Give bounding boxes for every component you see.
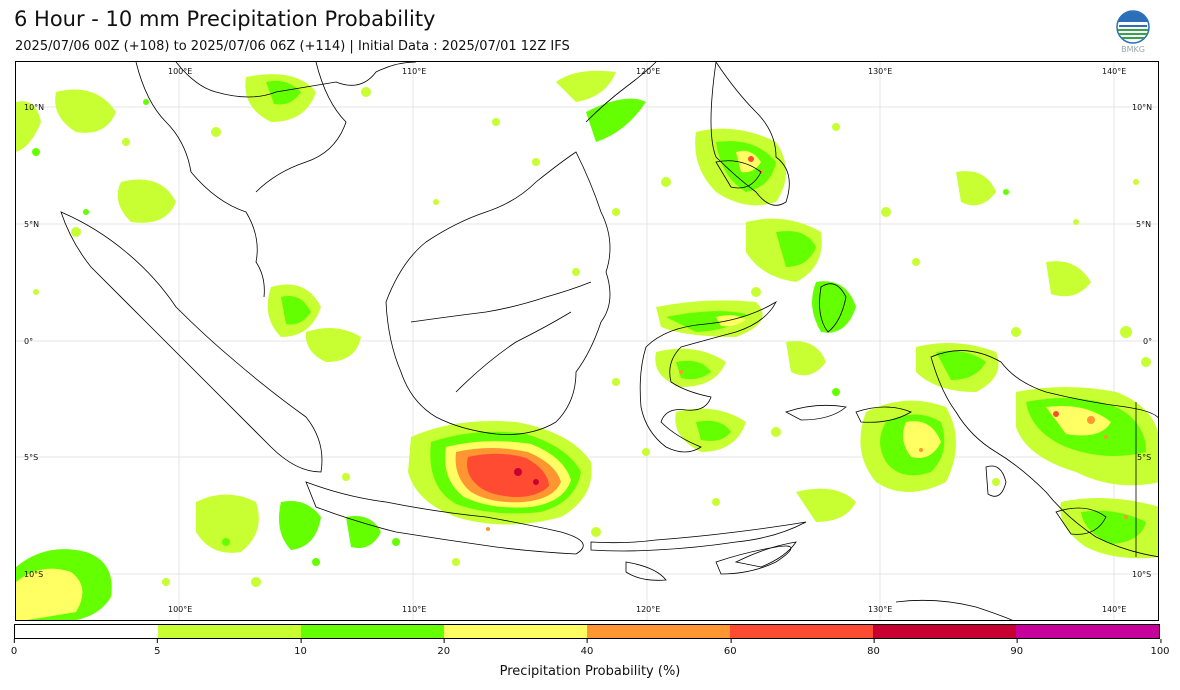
precipitation-field: [16, 70, 1158, 620]
bottom-longitude-labels: 100°E 110°E 120°E 130°E 140°E: [168, 605, 1126, 614]
colorbar-tick: 40: [581, 639, 593, 657]
colorbar-ticks: 0 5 10 20 40 60 80 90 100: [11, 639, 1170, 661]
chart-subtitle: 2025/07/06 00Z (+108) to 2025/07/06 06Z …: [15, 39, 570, 54]
colorbar-segment: [301, 625, 444, 638]
chart-title: 6 Hour - 10 mm Precipitation Probability: [14, 7, 436, 31]
lon-label: 100°E: [168, 605, 192, 614]
lat-label: 5°N: [24, 220, 39, 229]
lon-label: 120°E: [636, 67, 660, 76]
lon-label: 140°E: [1102, 67, 1126, 76]
colorbar-segment: [158, 625, 301, 638]
colorbar-tick: 5: [154, 639, 160, 657]
colorbar-tick: 20: [437, 639, 450, 657]
colorbar-tick: 60: [724, 639, 737, 657]
lat-label: 10°N: [24, 103, 44, 112]
top-longitude-labels: 100°E 110°E 120°E 130°E 140°E: [168, 67, 1126, 76]
colorbar-label: Precipitation Probability (%): [499, 664, 681, 679]
lat-label: 10°N: [1132, 103, 1152, 112]
lon-label: 130°E: [868, 605, 892, 614]
left-latitude-labels: 10°N 5°N 0° 5°S 10°S: [24, 103, 44, 579]
colorbar-tick: 100: [1150, 639, 1170, 657]
lon-label: 120°E: [636, 605, 660, 614]
right-latitude-labels: 10°N 5°N 0° 5°S 10°S: [1132, 103, 1152, 579]
colorbar-segment: [730, 625, 873, 638]
coastlines: [60, 62, 1158, 620]
lat-label: 10°S: [1132, 570, 1151, 579]
lat-label: 5°S: [24, 453, 38, 462]
lon-label: 140°E: [1102, 605, 1126, 614]
lat-label: 0°: [1143, 337, 1152, 346]
colorbar-segment: [1016, 625, 1159, 638]
lon-label: 130°E: [868, 67, 892, 76]
bmkg-logo: BMKG: [1114, 10, 1152, 54]
lon-label: 100°E: [168, 67, 192, 76]
colorbar-segment: [873, 625, 1016, 638]
colorbar-tick: 10: [294, 639, 307, 657]
colorbar: [14, 624, 1160, 639]
lat-label: 10°S: [24, 570, 43, 579]
lat-label: 5°N: [1136, 220, 1151, 229]
lat-label: 0°: [24, 337, 33, 346]
lon-label: 110°E: [402, 605, 426, 614]
colorbar-segment: [587, 625, 730, 638]
colorbar-tick: 90: [1010, 639, 1023, 657]
logo-text: BMKG: [1121, 45, 1145, 54]
precipitation-map: 100°E 110°E 120°E 130°E 140°E 100°E 110°…: [15, 61, 1159, 621]
colorbar-tick: 80: [867, 639, 880, 657]
colorbar-tick: 0: [11, 639, 17, 657]
colorbar-segment: [444, 625, 587, 638]
graticule: [16, 62, 1158, 620]
lat-label: 5°S: [1137, 453, 1151, 462]
colorbar-segment: [15, 625, 158, 638]
lon-label: 110°E: [402, 67, 426, 76]
